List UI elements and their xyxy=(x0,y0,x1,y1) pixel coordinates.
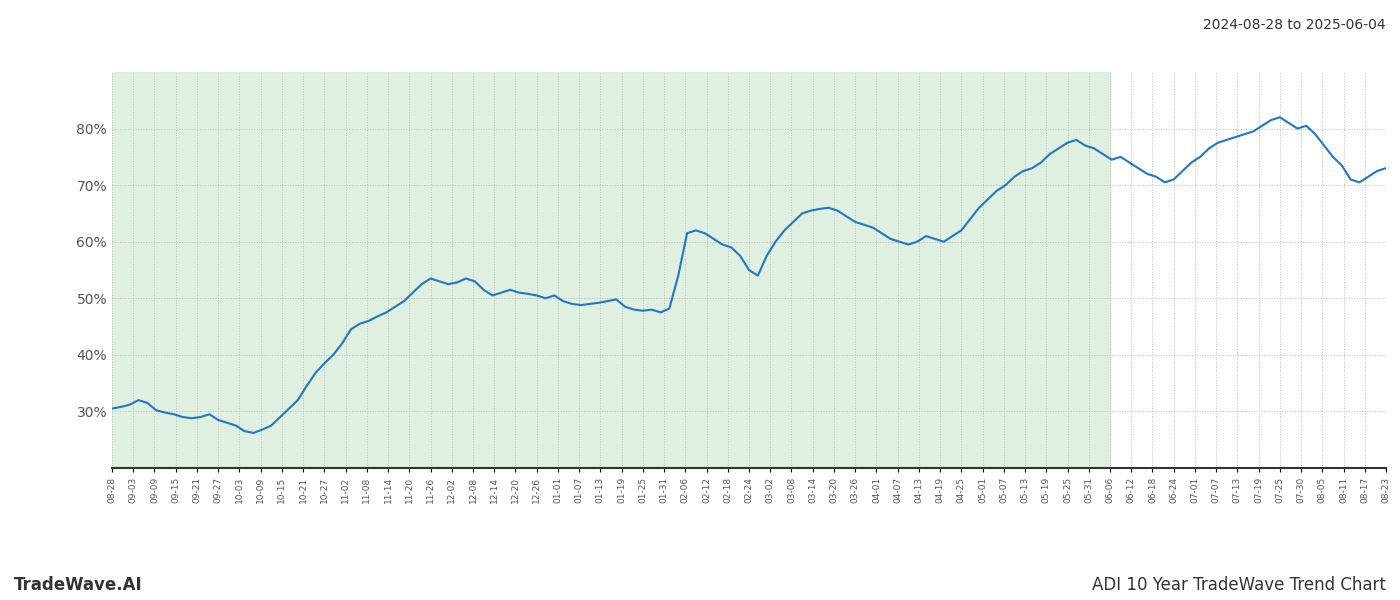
Text: 2024-08-28 to 2025-06-04: 2024-08-28 to 2025-06-04 xyxy=(1204,18,1386,32)
Text: TradeWave.AI: TradeWave.AI xyxy=(14,576,143,594)
Bar xyxy=(112,72,1110,468)
Text: ADI 10 Year TradeWave Trend Chart: ADI 10 Year TradeWave Trend Chart xyxy=(1092,576,1386,594)
